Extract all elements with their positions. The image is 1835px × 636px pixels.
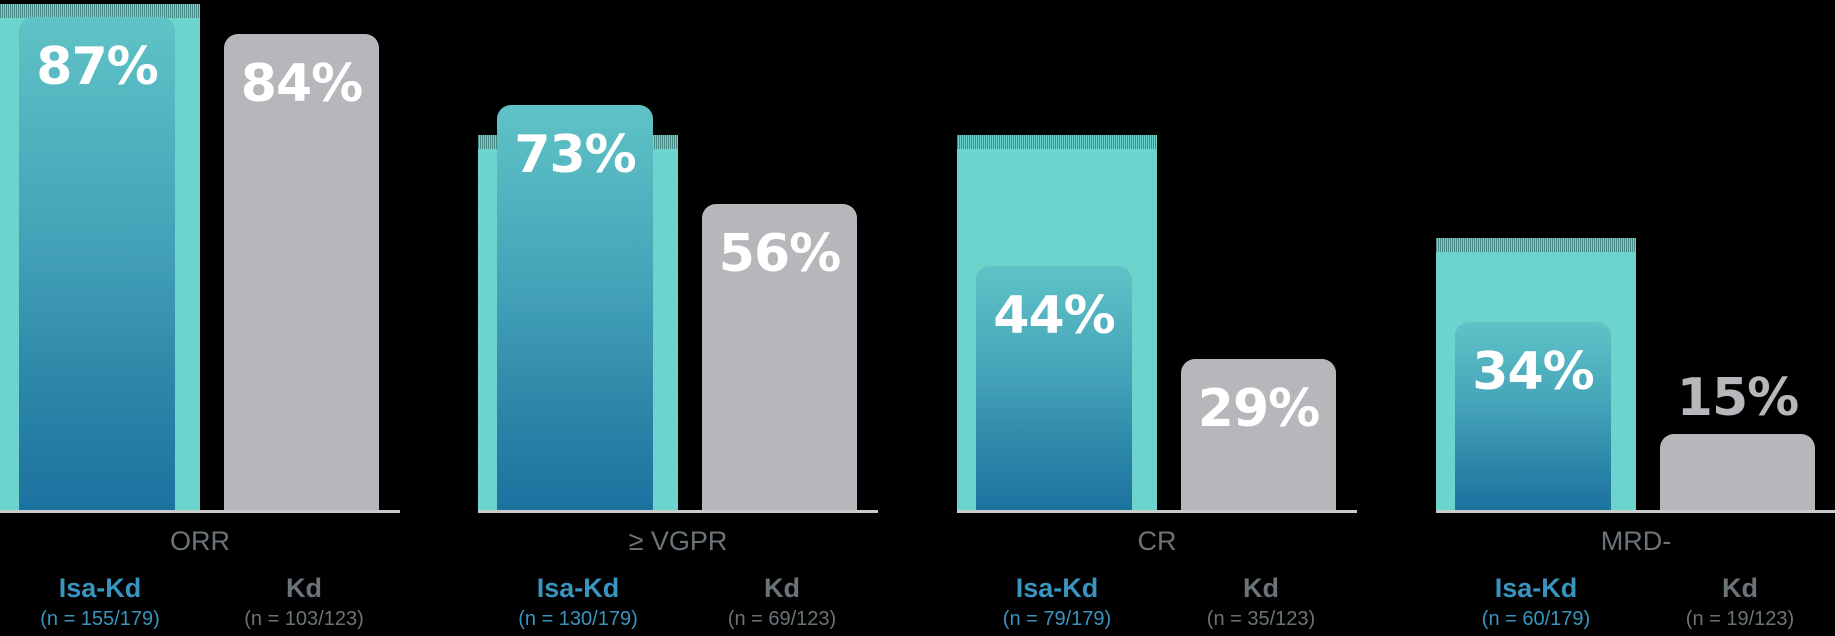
x-axis-baseline — [957, 510, 1357, 513]
kd-bar: 56% — [702, 204, 857, 512]
kd-n-label: (n = 69/123) — [727, 608, 837, 630]
kd-legend-label: Kd — [1722, 573, 1758, 603]
kd-value: 56% — [718, 224, 841, 284]
kd-legend-label: Kd — [764, 573, 800, 603]
isa-kd-bar: 87% — [19, 17, 175, 512]
x-axis-baseline — [0, 510, 400, 513]
category-label: MRD- — [1600, 526, 1672, 556]
isa-kd-n-label: (n = 60/179) — [1481, 608, 1591, 630]
isa-kd-bar: 73% — [497, 105, 653, 512]
bar-group-mrd: 34% 15% MRD- Isa-Kd (n = 60/179) Kd (n =… — [1436, 0, 1835, 636]
bar-group-orr: 87% 84% ORR Isa-Kd (n = 155/179) Kd (n =… — [0, 0, 400, 636]
kd-bar — [1660, 434, 1815, 512]
isa-kd-legend-label: Isa-Kd — [1015, 573, 1099, 603]
kd-value: 15% — [1676, 368, 1799, 428]
x-axis-baseline — [1436, 510, 1835, 513]
kd-legend-label: Kd — [286, 573, 322, 603]
category-label: ≥ VGPR — [628, 526, 728, 556]
isa-kd-n-label: (n = 79/179) — [1002, 608, 1112, 630]
kd-value: 84% — [240, 54, 363, 114]
kd-bar: 84% — [224, 34, 379, 512]
isa-kd-n-label: (n = 155/179) — [40, 608, 160, 630]
isa-kd-legend-label: Isa-Kd — [58, 573, 142, 603]
kd-n-label: (n = 19/123) — [1685, 608, 1795, 630]
kd-n-label: (n = 103/123) — [244, 608, 364, 630]
category-label: ORR — [170, 526, 230, 556]
kd-n-label: (n = 35/123) — [1206, 608, 1316, 630]
isa-kd-value: 73% — [514, 125, 636, 185]
bar-group-vgpr: 73% 56% ≥ VGPR Isa-Kd (n = 130/179) Kd (… — [478, 0, 878, 636]
isa-kd-n-label: (n = 130/179) — [518, 608, 638, 630]
x-axis-baseline — [478, 510, 878, 513]
isa-kd-bar: 44% — [976, 266, 1132, 512]
isa-kd-value: 44% — [993, 286, 1115, 346]
isa-kd-value: 87% — [36, 37, 158, 97]
isa-kd-value: 34% — [1472, 342, 1594, 402]
isa-kd-bar: 34% — [1455, 322, 1611, 512]
isa-kd-legend-label: Isa-Kd — [536, 573, 620, 603]
bar-group-cr: 44% 29% CR Isa-Kd (n = 79/179) Kd (n = 3… — [957, 0, 1357, 636]
isa-kd-legend-label: Isa-Kd — [1494, 573, 1578, 603]
kd-bar: 29% — [1181, 359, 1336, 512]
kd-value: 29% — [1197, 379, 1320, 439]
category-label: CR — [1137, 526, 1177, 556]
kd-legend-label: Kd — [1243, 573, 1279, 603]
